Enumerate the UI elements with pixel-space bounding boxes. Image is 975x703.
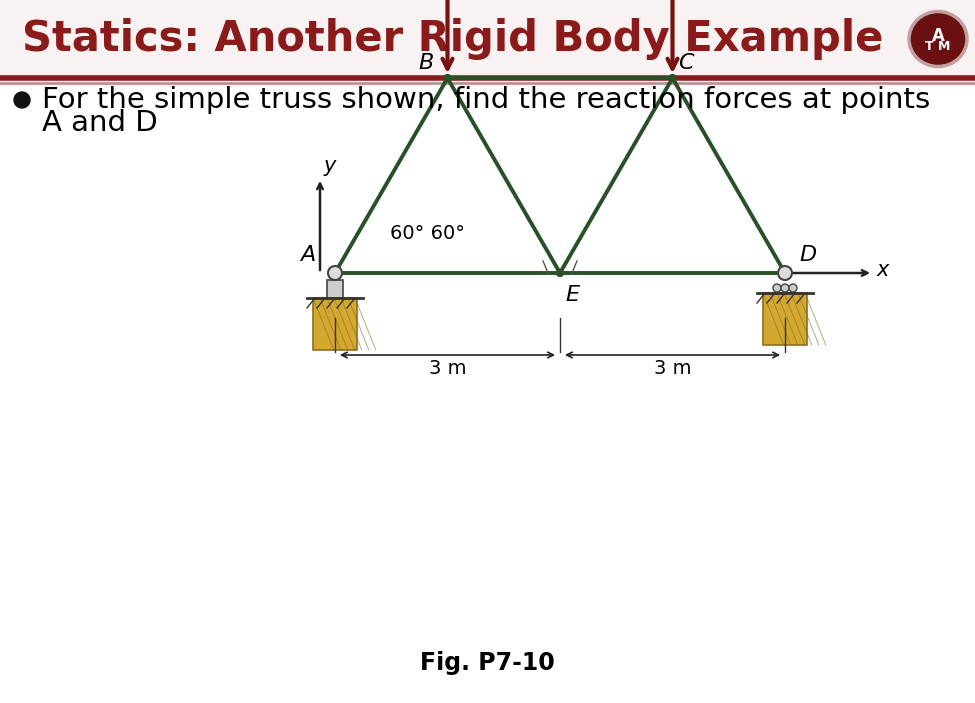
Text: D: D xyxy=(799,245,816,265)
Bar xyxy=(0,0,975,78)
Bar xyxy=(763,293,807,345)
Text: Statics: Another Rigid Body Example: Statics: Another Rigid Body Example xyxy=(22,18,883,60)
Circle shape xyxy=(773,284,781,292)
Text: Fig. P7-10: Fig. P7-10 xyxy=(419,651,555,675)
Circle shape xyxy=(557,269,564,276)
Text: C: C xyxy=(679,53,694,73)
Circle shape xyxy=(781,284,789,292)
Text: 60° 60°: 60° 60° xyxy=(390,224,465,243)
Text: E: E xyxy=(565,285,579,305)
Text: T M: T M xyxy=(925,39,951,53)
Circle shape xyxy=(444,75,451,82)
Text: A: A xyxy=(931,27,945,45)
Text: For the simple truss shown, find the reaction forces at points: For the simple truss shown, find the rea… xyxy=(42,86,930,114)
Circle shape xyxy=(669,75,676,82)
Text: x: x xyxy=(877,260,889,280)
Circle shape xyxy=(789,284,797,292)
Circle shape xyxy=(14,92,30,108)
Text: A and D: A and D xyxy=(42,109,158,137)
Ellipse shape xyxy=(909,11,967,67)
Circle shape xyxy=(328,266,342,280)
Text: A: A xyxy=(299,245,315,265)
Bar xyxy=(313,298,357,350)
Text: 3 m: 3 m xyxy=(429,359,466,378)
Text: y: y xyxy=(324,156,336,176)
Bar xyxy=(327,280,343,298)
Text: 3 m: 3 m xyxy=(654,359,691,378)
Circle shape xyxy=(778,266,792,280)
Text: B: B xyxy=(418,53,434,73)
